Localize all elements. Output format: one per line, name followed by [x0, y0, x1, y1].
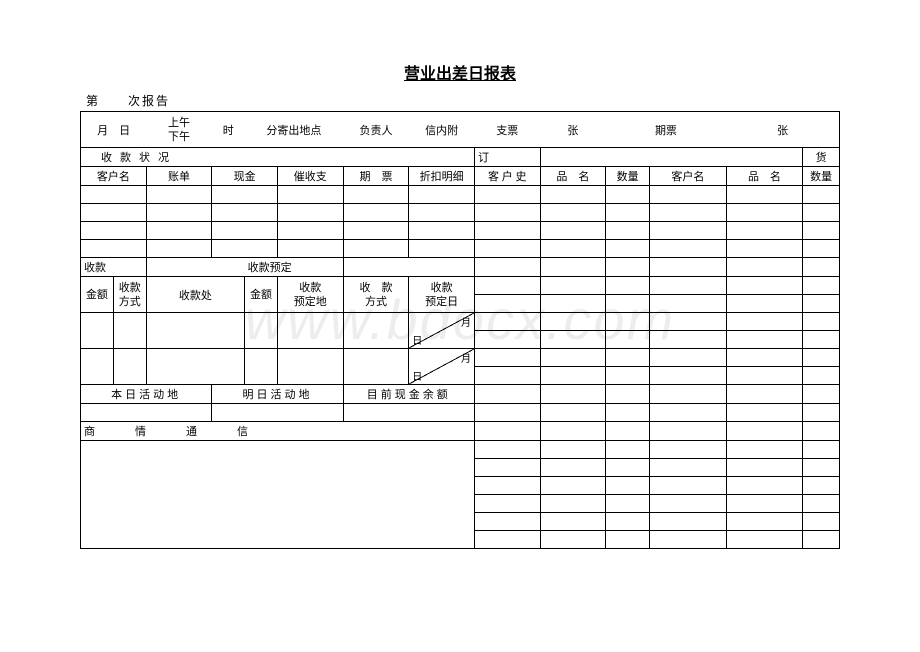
plan-place-label: 收款预定地: [277, 277, 343, 313]
biz-info-header: 商情通信: [81, 422, 475, 441]
amount-label: 金额: [81, 277, 114, 313]
balance-label: 目前现金余额: [343, 385, 474, 404]
table-row: [81, 186, 840, 204]
check-label: 支票: [474, 112, 540, 148]
col-customer2: 客户名: [650, 167, 727, 186]
col-urge: 催收支: [277, 167, 343, 186]
col-item: 品 名: [540, 167, 606, 186]
col-customer: 客户名: [81, 167, 147, 186]
place-label: 收款处: [146, 277, 244, 313]
ampm-label: 上午下午: [146, 112, 212, 148]
report-count: 第 次报告: [80, 92, 840, 109]
collect-status-header: 收款状况: [81, 148, 475, 167]
sheet1-label: 张: [540, 112, 606, 148]
date-cell: 月日: [409, 313, 475, 349]
col-discount: 折扣明细: [409, 167, 475, 186]
method-label: 收款方式: [113, 277, 146, 313]
today-activity-label: 本日活动地: [81, 385, 212, 404]
table-row: [81, 441, 840, 459]
plan-date-label: 收款预定日: [409, 277, 475, 313]
tomorrow-activity-label: 明日活动地: [212, 385, 343, 404]
sheet2-label: 张: [726, 112, 839, 148]
collect-plan-header: 收款预定: [245, 258, 343, 277]
col-item2: 品 名: [726, 167, 803, 186]
main-table: 月 日 上午下午 时 分寄出地点 负责人 信内附 支票 张 期票 张 收款状况 …: [80, 111, 840, 549]
order-header: 订: [474, 148, 540, 167]
dispatch-label: 分寄出地点: [245, 112, 343, 148]
date-cell: 月日: [409, 349, 475, 385]
goods-header: 货: [803, 148, 840, 167]
month-day-label: 月 日: [81, 112, 147, 148]
col-periodic: 期 票: [343, 167, 409, 186]
method2-label: 收 款方式: [343, 277, 409, 313]
col-cash: 现金: [212, 167, 278, 186]
page-title: 营业出差日报表: [80, 60, 840, 84]
col-bill: 账单: [146, 167, 212, 186]
collect-header: 收款: [81, 258, 147, 277]
blank-header: [540, 148, 803, 167]
col-qty2: 数量: [803, 167, 840, 186]
table-row: [81, 222, 840, 240]
col-qty: 数量: [606, 167, 650, 186]
hour-label: 时: [212, 112, 245, 148]
envelope-label: 信内附: [409, 112, 475, 148]
amount2-label: 金额: [245, 277, 278, 313]
table-row: [81, 240, 840, 258]
col-custhist: 客 户 史: [474, 167, 540, 186]
note-label: 期票: [606, 112, 726, 148]
responsible-label: 负责人: [343, 112, 409, 148]
table-row: [81, 404, 840, 422]
table-row: [81, 204, 840, 222]
